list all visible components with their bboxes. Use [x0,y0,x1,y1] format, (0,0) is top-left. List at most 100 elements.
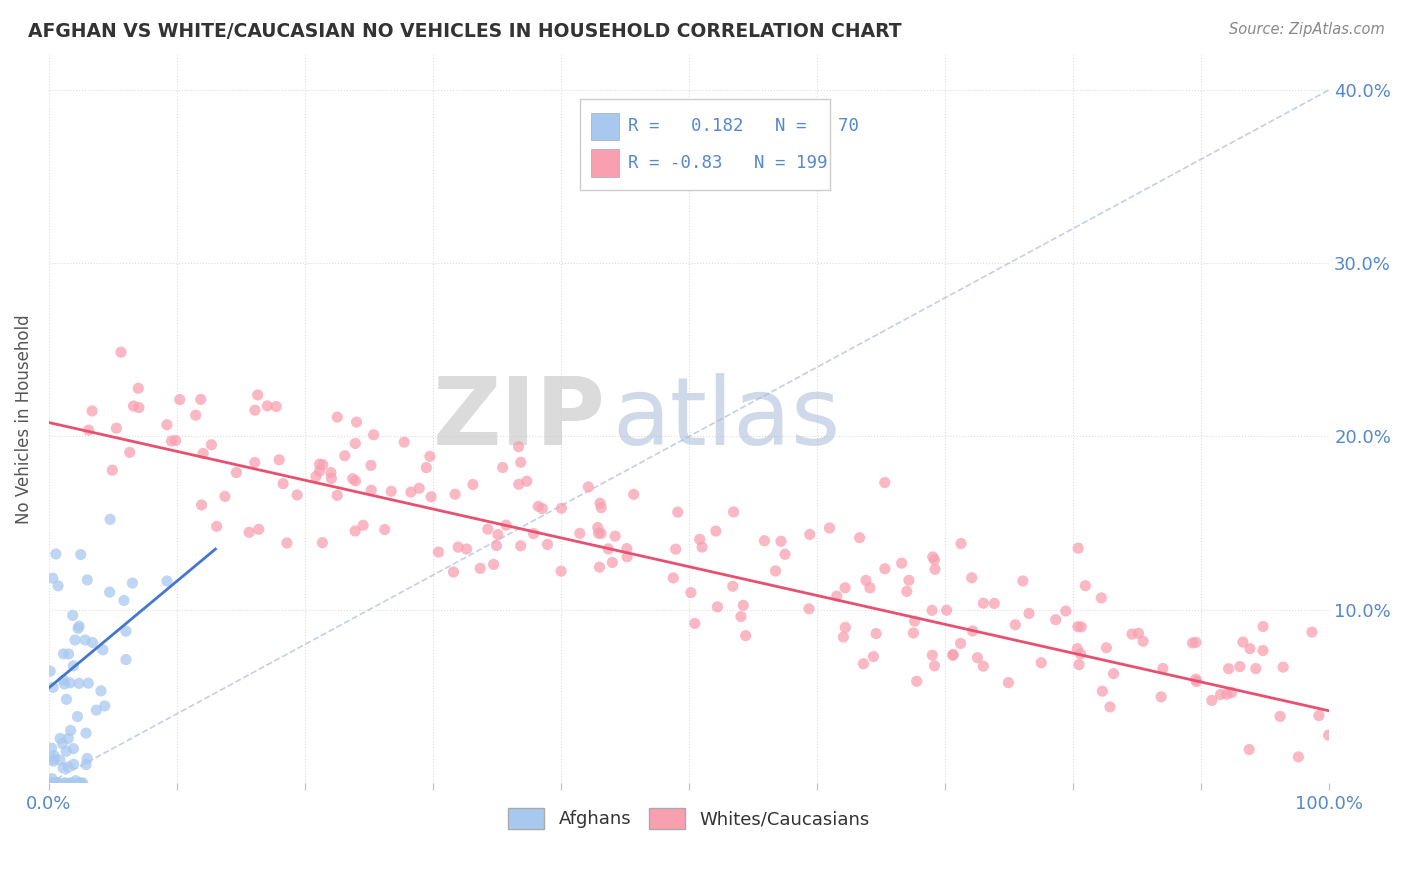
Point [576,480,599,494]
Point [818,521,841,535]
Point [76,573,98,587]
Point [191,446,214,460]
Point [60,776,83,790]
Point [200,438,222,452]
Point [42,752,65,766]
Point [797,602,820,616]
Point [921,549,943,564]
Point [591,500,613,515]
Point [859,581,882,595]
Point [41,772,63,786]
Point [53,776,76,790]
Point [344,436,367,450]
Point [344,524,367,538]
Point [477,522,499,536]
Point [568,526,591,541]
Point [86,703,108,717]
Point [589,496,612,510]
Point [121,576,143,591]
Point [1286,750,1309,764]
Point [924,553,946,567]
Point [1185,674,1208,689]
Point [214,489,236,503]
Legend: Afghans, Whites/Caucasians: Afghans, Whites/Caucasians [501,801,877,836]
Point [42,754,65,768]
Point [39,776,62,790]
Point [59,676,82,690]
Point [527,500,550,514]
Point [1070,620,1092,634]
Point [105,421,128,435]
Point [1251,643,1274,657]
Point [1237,742,1260,756]
Point [1201,693,1223,707]
Point [363,427,385,442]
Point [44,776,66,790]
Point [42,776,65,790]
Point [588,526,610,541]
Point [905,674,928,689]
Point [1232,635,1254,649]
Text: ZIP: ZIP [433,373,606,465]
Point [312,458,335,472]
Point [1066,641,1088,656]
Point [482,558,505,572]
Point [598,541,620,556]
Point [1244,662,1267,676]
Point [447,540,470,554]
Point [67,776,90,790]
Point [285,488,308,502]
Text: R = -0.83   N = 199: R = -0.83 N = 199 [627,154,827,172]
Point [326,410,349,425]
Point [855,574,877,588]
Point [308,457,330,471]
Point [46,776,69,790]
Point [1209,688,1232,702]
Point [38,776,60,790]
Point [1031,656,1053,670]
Point [76,751,98,765]
Point [730,609,752,624]
Point [734,629,756,643]
Point [58,647,80,661]
Point [832,630,855,644]
Point [98,585,121,599]
Point [1218,662,1240,676]
Point [852,657,875,671]
Point [825,589,848,603]
Point [360,483,382,498]
Point [509,455,531,469]
Point [1074,579,1097,593]
Point [93,698,115,713]
Point [352,518,374,533]
Point [616,541,638,556]
Point [942,648,965,663]
Point [44,748,66,763]
Point [1216,687,1239,701]
Point [45,547,67,561]
Point [1045,613,1067,627]
Point [1317,728,1340,742]
Point [42,776,65,790]
Point [603,529,626,543]
Point [1054,604,1077,618]
Point [1220,685,1243,699]
Point [55,692,77,706]
Point [77,423,100,437]
Point [1301,625,1323,640]
Point [509,539,531,553]
Point [1067,657,1090,672]
Point [721,579,744,593]
Point [311,535,333,549]
Point [53,677,76,691]
Point [118,445,141,459]
Point [344,474,367,488]
Point [38,776,60,790]
Point [1185,672,1208,686]
Point [704,524,727,538]
Point [122,399,145,413]
Point [865,626,887,640]
Point [962,624,984,638]
Point [46,776,69,790]
Point [243,403,266,417]
